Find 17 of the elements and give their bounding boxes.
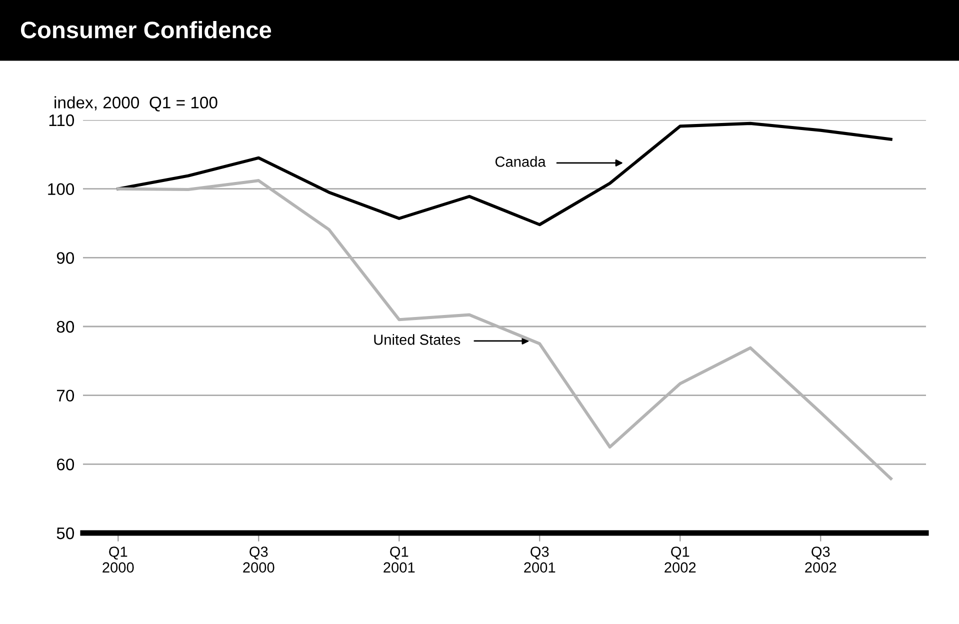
y-tick-label: 110 (49, 114, 74, 126)
y-tick-label: 60 (56, 458, 74, 470)
y-tick-label: 80 (56, 320, 74, 333)
y-axis-title: index, 2000 Q1 = 100 (54, 96, 218, 112)
x-tick-label: Q3 2001 (524, 546, 556, 573)
y-tick-label: 70 (56, 390, 74, 402)
x-tick-label: Q1 2001 (384, 546, 415, 573)
annotation: Canada (495, 156, 546, 167)
x-tick-label: Q1 2000 (102, 546, 134, 573)
chart-title: Consumer Confidence (20, 20, 272, 38)
y-tick-label: 100 (48, 183, 74, 196)
y-tick-label: 90 (56, 252, 74, 264)
x-tick-label: Q3 2000 (243, 546, 274, 573)
annotation: United States (374, 334, 460, 345)
y-tick-label: 50 (56, 527, 74, 540)
x-tick-label: Q3 2002 (805, 546, 836, 573)
x-tick-label: Q1 2002 (664, 546, 696, 573)
